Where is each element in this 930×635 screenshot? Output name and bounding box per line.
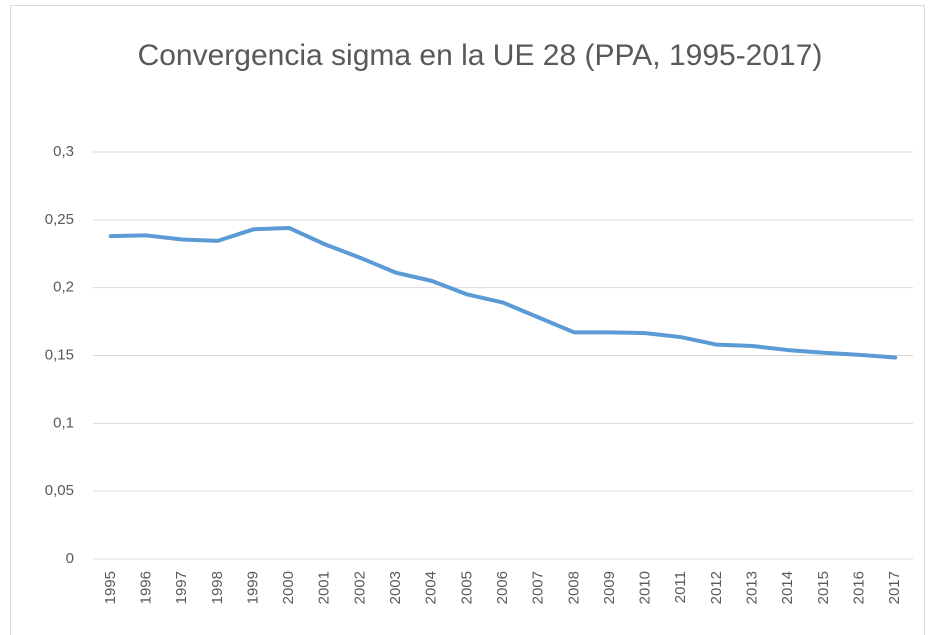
chart-border <box>10 5 925 635</box>
x-tick-label: 1999 <box>244 571 261 604</box>
x-tick-label: 2004 <box>423 571 440 604</box>
x-tick-label: 2003 <box>387 571 404 604</box>
chart-title: Convergencia sigma en la UE 28 (PPA, 199… <box>137 39 823 72</box>
x-tick-label: 2012 <box>708 571 725 604</box>
x-tick-label: 2017 <box>886 571 903 604</box>
x-tick-label: 2016 <box>850 571 867 604</box>
x-tick-label: 2009 <box>601 571 618 604</box>
x-tick-label: 1998 <box>209 571 226 604</box>
y-tick-label: 0,25 <box>45 211 74 228</box>
y-tick-label: 0,05 <box>45 482 74 499</box>
x-tick-label: 2002 <box>351 571 368 604</box>
x-tick-label: 2006 <box>494 571 511 604</box>
x-tick-label: 2005 <box>458 571 475 604</box>
y-tick-label: 0 <box>66 550 74 567</box>
y-tick-label: 0,2 <box>53 279 74 296</box>
x-tick-label: 2011 <box>672 571 689 603</box>
x-tick-label: 2010 <box>637 571 654 604</box>
x-tick-label: 2013 <box>744 571 761 604</box>
x-tick-label: 2015 <box>815 571 832 604</box>
y-tick-label: 0,1 <box>53 414 74 431</box>
y-tick-label: 0,15 <box>45 346 74 363</box>
x-tick-label: 2001 <box>316 571 333 604</box>
line-series <box>108 225 898 360</box>
x-tick-label: 2014 <box>779 571 796 604</box>
x-tick-label: 1995 <box>102 571 119 604</box>
x-tick-label: 1996 <box>137 571 154 604</box>
y-tick-label: 0,3 <box>53 143 74 160</box>
x-tick-label: 2007 <box>530 571 547 604</box>
x-tick-label: 2008 <box>565 571 582 604</box>
x-tick-label: 2000 <box>280 571 297 604</box>
x-tick-label: 1997 <box>173 571 190 604</box>
